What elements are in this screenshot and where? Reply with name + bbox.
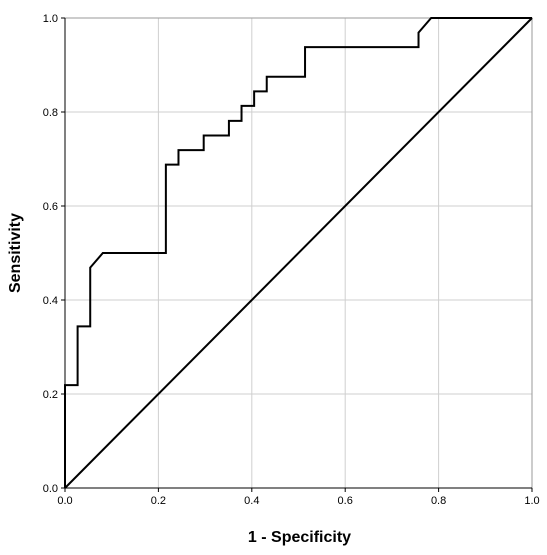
y-tick-label: 0.4 — [43, 295, 58, 307]
roc-curve-line — [64, 17, 532, 488]
x-tick-label: 0.6 — [338, 495, 353, 507]
y-axis-title: Sensitivity — [7, 213, 24, 293]
y-tick-label: 0.2 — [43, 389, 58, 401]
x-tick-label: 1.0 — [524, 495, 539, 507]
x-tick-label: 0.4 — [244, 495, 259, 507]
x-tick-label: 0.8 — [431, 495, 446, 507]
y-tick-label: 0.6 — [43, 201, 58, 213]
y-tick-label: 1.0 — [43, 13, 58, 25]
x-axis-title: 1 - Specificity — [248, 529, 351, 546]
y-tick-label: 0.8 — [43, 107, 58, 119]
x-tick-label: 0.0 — [57, 495, 72, 507]
x-tick-label: 0.2 — [151, 495, 166, 507]
reference-diagonal-line — [64, 17, 533, 489]
y-tick-label: 0.0 — [43, 483, 58, 495]
